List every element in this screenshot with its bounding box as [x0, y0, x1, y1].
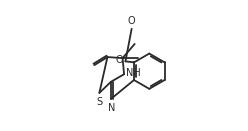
Text: NH: NH: [126, 68, 141, 78]
Text: S: S: [97, 97, 103, 107]
Text: N: N: [108, 103, 115, 113]
Text: O: O: [116, 55, 124, 65]
Text: O: O: [128, 16, 135, 26]
